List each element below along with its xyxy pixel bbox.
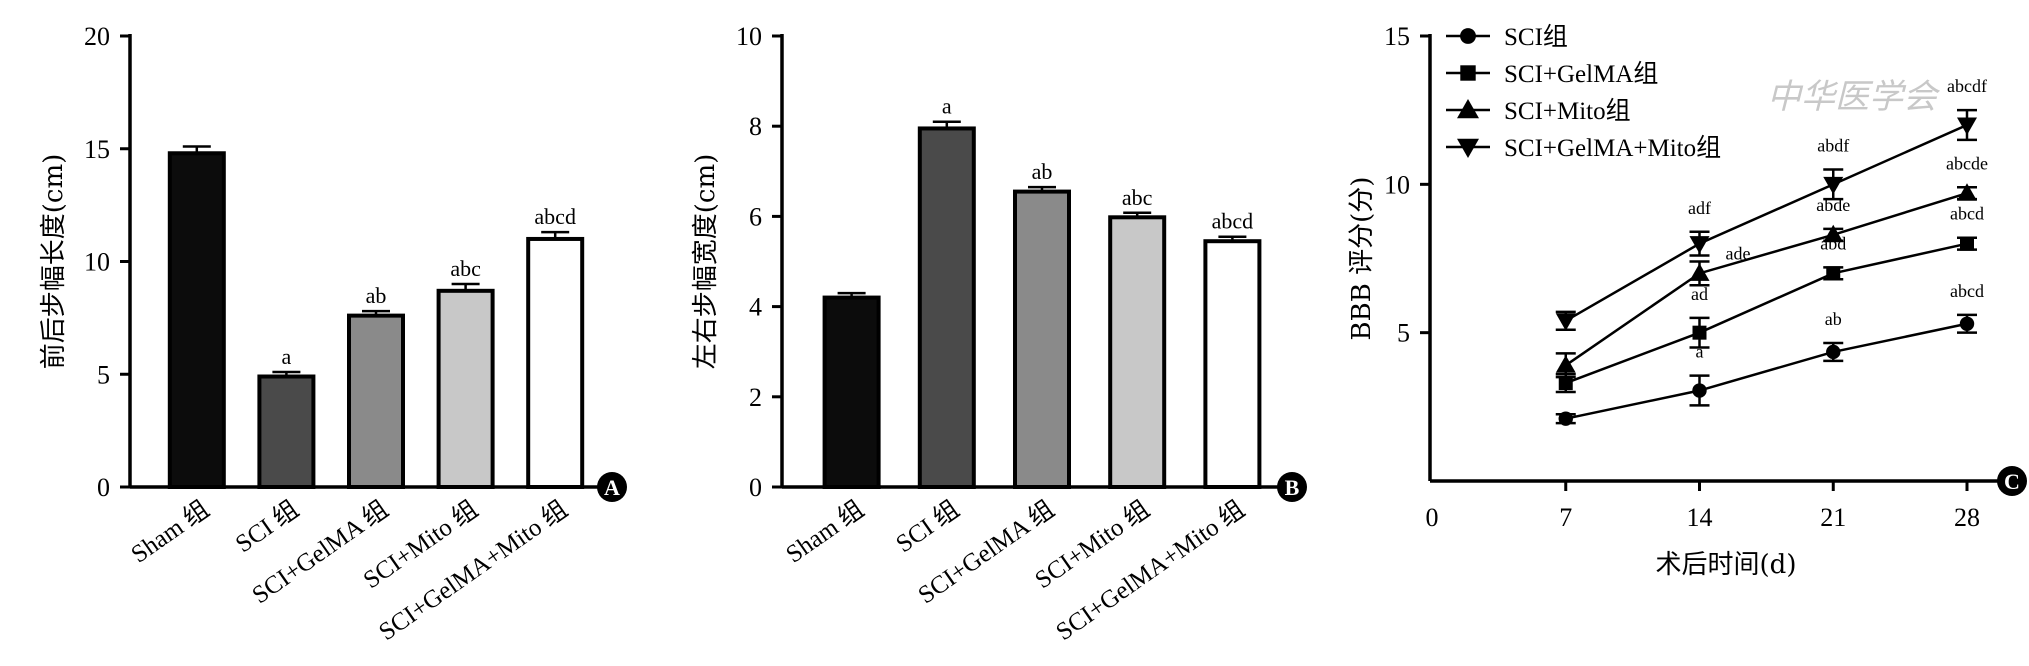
category-label: Sham 组	[781, 495, 869, 569]
data-point-marker	[1823, 176, 1844, 195]
significance-label: adf	[1688, 198, 1711, 218]
series-line-3	[1565, 192, 1968, 367]
data-point-marker	[1692, 325, 1707, 340]
bar-3	[347, 313, 405, 489]
panel-a-badge-circle	[597, 472, 627, 502]
significance-label: ade	[1726, 243, 1751, 263]
legend-label: SCI+GelMA+Mito组	[1504, 134, 1721, 162]
panel-b-badge-circle	[1277, 472, 1307, 502]
significance-label: abcdf	[1947, 76, 1987, 96]
bar-2	[257, 374, 316, 490]
data-point-marker	[1558, 376, 1573, 391]
x-tick-label: 0	[1426, 503, 1439, 532]
data-point-marker	[1558, 411, 1573, 426]
y-axis-title: 前后步幅长度(cm)	[39, 154, 69, 370]
legend-label: SCI+GelMA组	[1504, 60, 1658, 88]
legend-marker	[1460, 65, 1476, 81]
panel-a-badge-label: A	[604, 475, 620, 500]
bar-2	[917, 126, 976, 490]
significance-label: ab	[1032, 159, 1053, 184]
bar-1	[822, 295, 881, 489]
y-tick-label: 4	[749, 293, 762, 322]
significance-label: abcd	[1950, 281, 1984, 301]
data-point-marker	[1823, 224, 1844, 243]
y-tick-label: 5	[97, 360, 110, 389]
significance-label: ab	[366, 283, 387, 308]
significance-label: a	[1696, 342, 1704, 362]
data-point-marker	[1692, 383, 1707, 398]
x-tick-label: 28	[1954, 503, 1980, 532]
panel-c-badge-label: C	[2004, 469, 2020, 494]
bar-5	[526, 236, 585, 489]
data-point-marker	[1555, 355, 1576, 373]
x-tick-label: 7	[1559, 503, 1572, 532]
significance-label: abcde	[1946, 153, 1988, 173]
panel-c-badge-circle	[1997, 466, 2027, 496]
data-point-marker	[1555, 313, 1576, 331]
significance-label: abcd	[534, 204, 576, 229]
data-point-marker	[1826, 344, 1841, 360]
y-axis-title: 左右步幅宽度(cm)	[691, 154, 721, 370]
panel-c-line-chart: 5 10 15 0 7 14 21 28 BBB 评分(分) 术后时间(d) a ab abcd ad ab…	[1347, 22, 2027, 580]
data-point-marker	[1959, 316, 1975, 331]
data-point-marker	[1826, 266, 1841, 281]
data-point-marker	[1957, 117, 1977, 135]
y-tick-label: 20	[84, 22, 110, 51]
y-tick-label: 10	[84, 248, 110, 277]
y-tick-label: 6	[749, 202, 762, 231]
bar-5	[1203, 239, 1262, 489]
y-tick-label: 15	[84, 135, 110, 164]
legend-marker	[1460, 28, 1476, 44]
series-line-2	[1565, 242, 1968, 385]
category-label: SCI 组	[230, 495, 304, 558]
y-tick-label: 10	[1384, 170, 1410, 199]
y-axis-title: BBB 评分(分)	[1347, 177, 1377, 341]
legend-label: SCI+Mito组	[1504, 97, 1631, 125]
significance-label: abcd	[1212, 209, 1254, 234]
legend-marker	[1457, 99, 1479, 119]
series-line-1	[1565, 322, 1968, 420]
bar-3	[1013, 189, 1071, 489]
data-point-marker	[1957, 183, 1977, 201]
legend-marker	[1457, 138, 1479, 158]
bar-4	[436, 288, 495, 489]
y-tick-label: 0	[749, 473, 762, 502]
significance-label: ab	[1825, 309, 1842, 329]
y-tick-label: 0	[97, 473, 110, 502]
significance-label: abdf	[1817, 136, 1849, 156]
legend-label: SCI组	[1504, 23, 1568, 51]
y-tick-label: 2	[749, 383, 762, 412]
significance-label: abc	[1122, 185, 1153, 210]
panel-b-badge-label: B	[1285, 475, 1300, 500]
y-tick-label: 5	[1397, 319, 1410, 348]
significance-label: abc	[450, 256, 481, 281]
y-tick-label: 15	[1384, 22, 1410, 51]
significance-label: ad	[1691, 284, 1708, 304]
bar-1	[167, 151, 226, 489]
x-tick-label: 14	[1687, 503, 1713, 532]
data-point-marker	[1960, 236, 1974, 251]
significance-label: abcd	[1950, 204, 1984, 224]
watermark-text: 中华医学会	[1767, 77, 1941, 117]
data-point-marker	[1689, 263, 1710, 281]
category-label: Sham 组	[126, 495, 214, 569]
series-line-4	[1565, 123, 1968, 322]
x-axis-title: 术后时间(d)	[1656, 550, 1797, 580]
bar-4	[1108, 215, 1167, 489]
y-tick-label: 10	[736, 22, 762, 51]
y-tick-label: 8	[749, 112, 762, 141]
x-tick-label: 21	[1820, 503, 1846, 532]
category-label: SCI 组	[891, 495, 965, 558]
significance-label: a	[942, 94, 952, 119]
significance-label: a	[282, 344, 292, 369]
data-point-marker	[1689, 236, 1710, 254]
